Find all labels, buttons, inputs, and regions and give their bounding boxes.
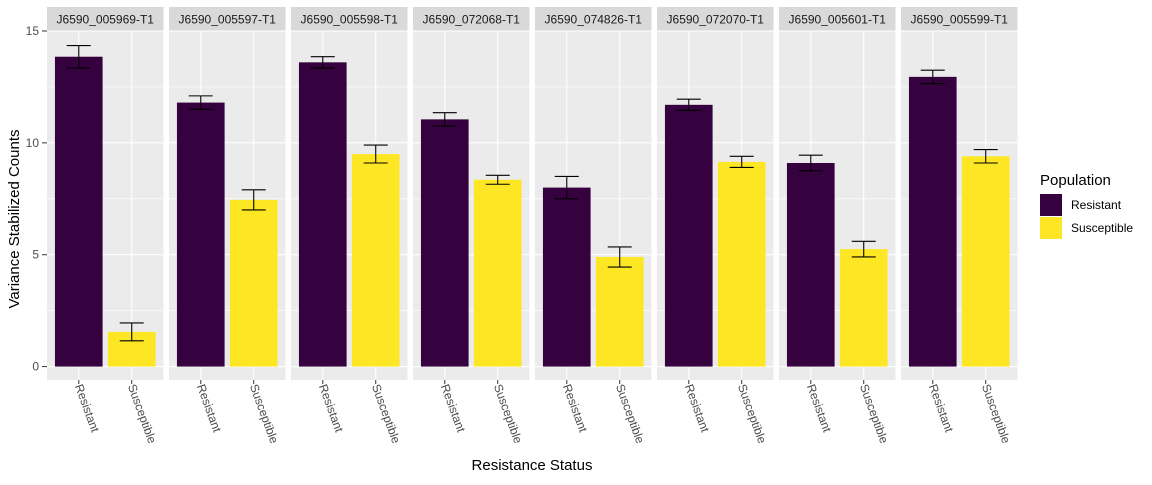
x-tick-label: Resistant bbox=[804, 382, 834, 434]
legend-label-resistant: Resistant bbox=[1071, 198, 1122, 212]
bar-susceptible bbox=[473, 179, 522, 367]
x-tick-label: Susceptible bbox=[979, 382, 1013, 445]
x-tick-label: Resistant bbox=[438, 382, 468, 434]
bar-resistant bbox=[542, 187, 591, 367]
facet-strip bbox=[413, 7, 530, 31]
bar-resistant bbox=[908, 76, 957, 367]
x-tick-label: Resistant bbox=[72, 382, 102, 434]
x-tick-label: Susceptible bbox=[125, 382, 159, 445]
facet-panel: J6590_005969-T1 Resistant Susceptible bbox=[47, 7, 164, 446]
y-tick-label: 5 bbox=[32, 248, 39, 262]
bar-susceptible bbox=[595, 256, 644, 367]
facet-strip-label: J6590_072068-T1 bbox=[423, 13, 521, 27]
facet-strip-label: J6590_005969-T1 bbox=[57, 13, 155, 27]
bar-susceptible bbox=[839, 249, 888, 367]
legend-label-susceptible: Susceptible bbox=[1071, 221, 1133, 235]
x-tick-label: Resistant bbox=[316, 382, 346, 434]
x-tick-label: Susceptible bbox=[857, 382, 891, 445]
bar-resistant bbox=[420, 119, 469, 367]
legend-key-susceptible bbox=[1040, 217, 1062, 239]
facet-panel: J6590_005601-T1 Resistant Susceptible bbox=[779, 7, 896, 446]
facet-strip bbox=[657, 7, 774, 31]
x-tick-label: Susceptible bbox=[735, 382, 769, 445]
legend: Population Resistant Susceptible bbox=[1040, 172, 1133, 239]
facet-panel: J6590_005598-T1 Resistant Susceptible bbox=[291, 7, 408, 446]
x-tick-label: Susceptible bbox=[613, 382, 647, 445]
bar-susceptible bbox=[717, 161, 766, 367]
y-axis: 0 5 10 15 bbox=[26, 24, 47, 374]
facet-panel: J6590_005599-T1 Resistant Susceptible bbox=[901, 7, 1018, 446]
facet-strip bbox=[901, 7, 1018, 31]
bar-susceptible bbox=[229, 199, 278, 367]
bar-resistant bbox=[54, 56, 103, 367]
y-tick-label: 0 bbox=[32, 360, 39, 374]
facet-strip bbox=[535, 7, 652, 31]
bar-resistant bbox=[298, 62, 347, 367]
x-tick-label: Resistant bbox=[926, 382, 956, 434]
facet-panel: J6590_005597-T1 Resistant Susceptible bbox=[169, 7, 286, 446]
bar-resistant bbox=[786, 162, 835, 367]
facet-strip bbox=[779, 7, 896, 31]
facet-panel: J6590_074826-T1 Resistant Susceptible bbox=[535, 7, 652, 446]
x-axis-title: Resistance Status bbox=[472, 457, 593, 474]
facet-strip-label: J6590_005598-T1 bbox=[301, 13, 399, 27]
x-tick-label: Susceptible bbox=[369, 382, 403, 445]
bar-resistant bbox=[176, 102, 225, 367]
y-tick-label: 10 bbox=[26, 136, 40, 150]
bar-resistant bbox=[664, 104, 713, 367]
bar-susceptible bbox=[961, 156, 1010, 367]
legend-key-resistant bbox=[1040, 194, 1062, 216]
facet-strip bbox=[169, 7, 286, 31]
facet-panel: J6590_072068-T1 Resistant Susceptible bbox=[413, 7, 530, 446]
y-tick-label: 15 bbox=[26, 24, 40, 38]
y-axis-title: Variance Stabilized Counts bbox=[6, 130, 23, 309]
facet-strip-label: J6590_074826-T1 bbox=[545, 13, 643, 27]
legend-title: Population bbox=[1040, 172, 1111, 189]
facet-strip-label: J6590_072070-T1 bbox=[667, 13, 765, 27]
x-tick-label: Resistant bbox=[560, 382, 590, 434]
x-tick-label: Susceptible bbox=[491, 382, 525, 445]
facet-strip-label: J6590_005597-T1 bbox=[179, 13, 277, 27]
x-tick-label: Susceptible bbox=[247, 382, 281, 445]
facet-strip bbox=[47, 7, 164, 31]
x-tick-label: Resistant bbox=[194, 382, 224, 434]
facet-strip-label: J6590_005601-T1 bbox=[789, 13, 887, 27]
bar-susceptible bbox=[351, 154, 400, 367]
x-tick-label: Resistant bbox=[682, 382, 712, 434]
facet-strip-label: J6590_005599-T1 bbox=[911, 13, 1009, 27]
facet-strip bbox=[291, 7, 408, 31]
facet-panel: J6590_072070-T1 Resistant Susceptible bbox=[657, 7, 774, 446]
